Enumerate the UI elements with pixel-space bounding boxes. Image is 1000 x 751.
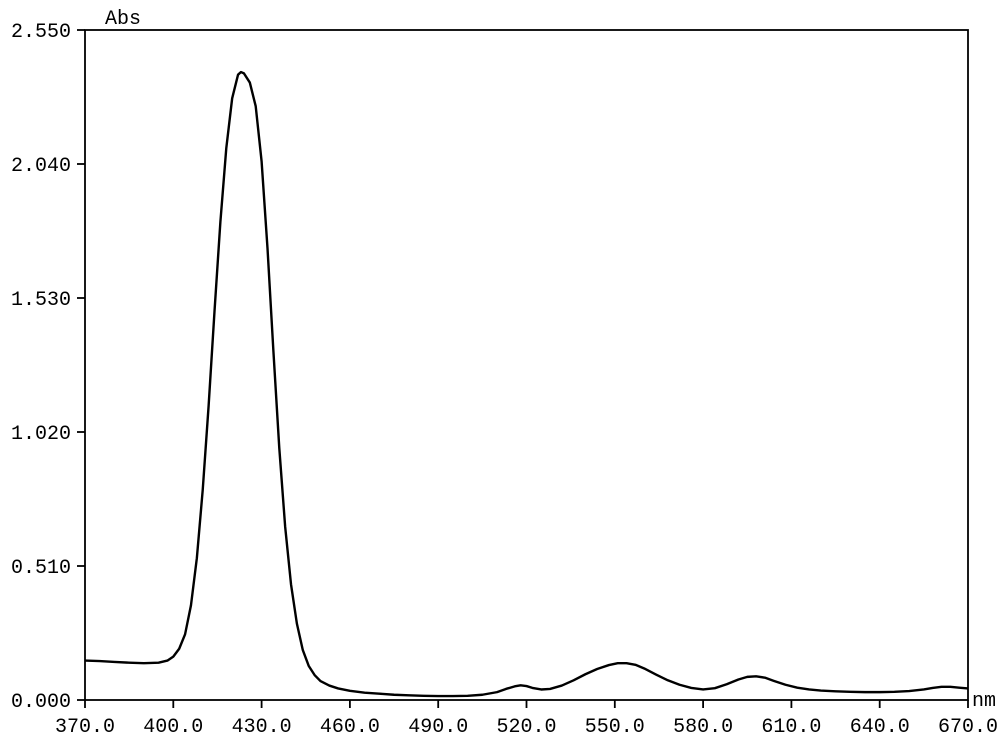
chart-svg: 370.0 400.0 430.0 460.0 490.0 520.0 550.0 580.0… bbox=[0, 0, 1000, 751]
y-axis-label: Abs bbox=[105, 8, 141, 31]
y-tick-label: 0.510 bbox=[11, 557, 71, 580]
y-tick-label: 2.040 bbox=[11, 155, 71, 178]
x-axis-label: nm bbox=[972, 690, 996, 713]
x-tick-label: 430.0 bbox=[232, 716, 292, 739]
x-tick-label: 670.0 bbox=[938, 716, 998, 739]
x-tick-label: 400.0 bbox=[143, 716, 203, 739]
y-tick-label: 2.550 bbox=[11, 21, 71, 44]
x-tick-label: 520.0 bbox=[496, 716, 556, 739]
x-tick-label: 370.0 bbox=[55, 716, 115, 739]
x-tick-label: 490.0 bbox=[408, 716, 468, 739]
x-tick-label: 550.0 bbox=[585, 716, 645, 739]
y-tick-label: 1.530 bbox=[11, 289, 71, 312]
x-tick-label: 610.0 bbox=[761, 716, 821, 739]
y-tick-label: 1.020 bbox=[11, 423, 71, 446]
spectrum-chart: 370.0 400.0 430.0 460.0 490.0 520.0 550.0 580.0… bbox=[0, 0, 1000, 751]
x-tick-label: 640.0 bbox=[850, 716, 910, 739]
x-tick-label: 460.0 bbox=[320, 716, 380, 739]
y-tick-label: 0.000 bbox=[11, 691, 71, 714]
x-tick-label: 580.0 bbox=[673, 716, 733, 739]
